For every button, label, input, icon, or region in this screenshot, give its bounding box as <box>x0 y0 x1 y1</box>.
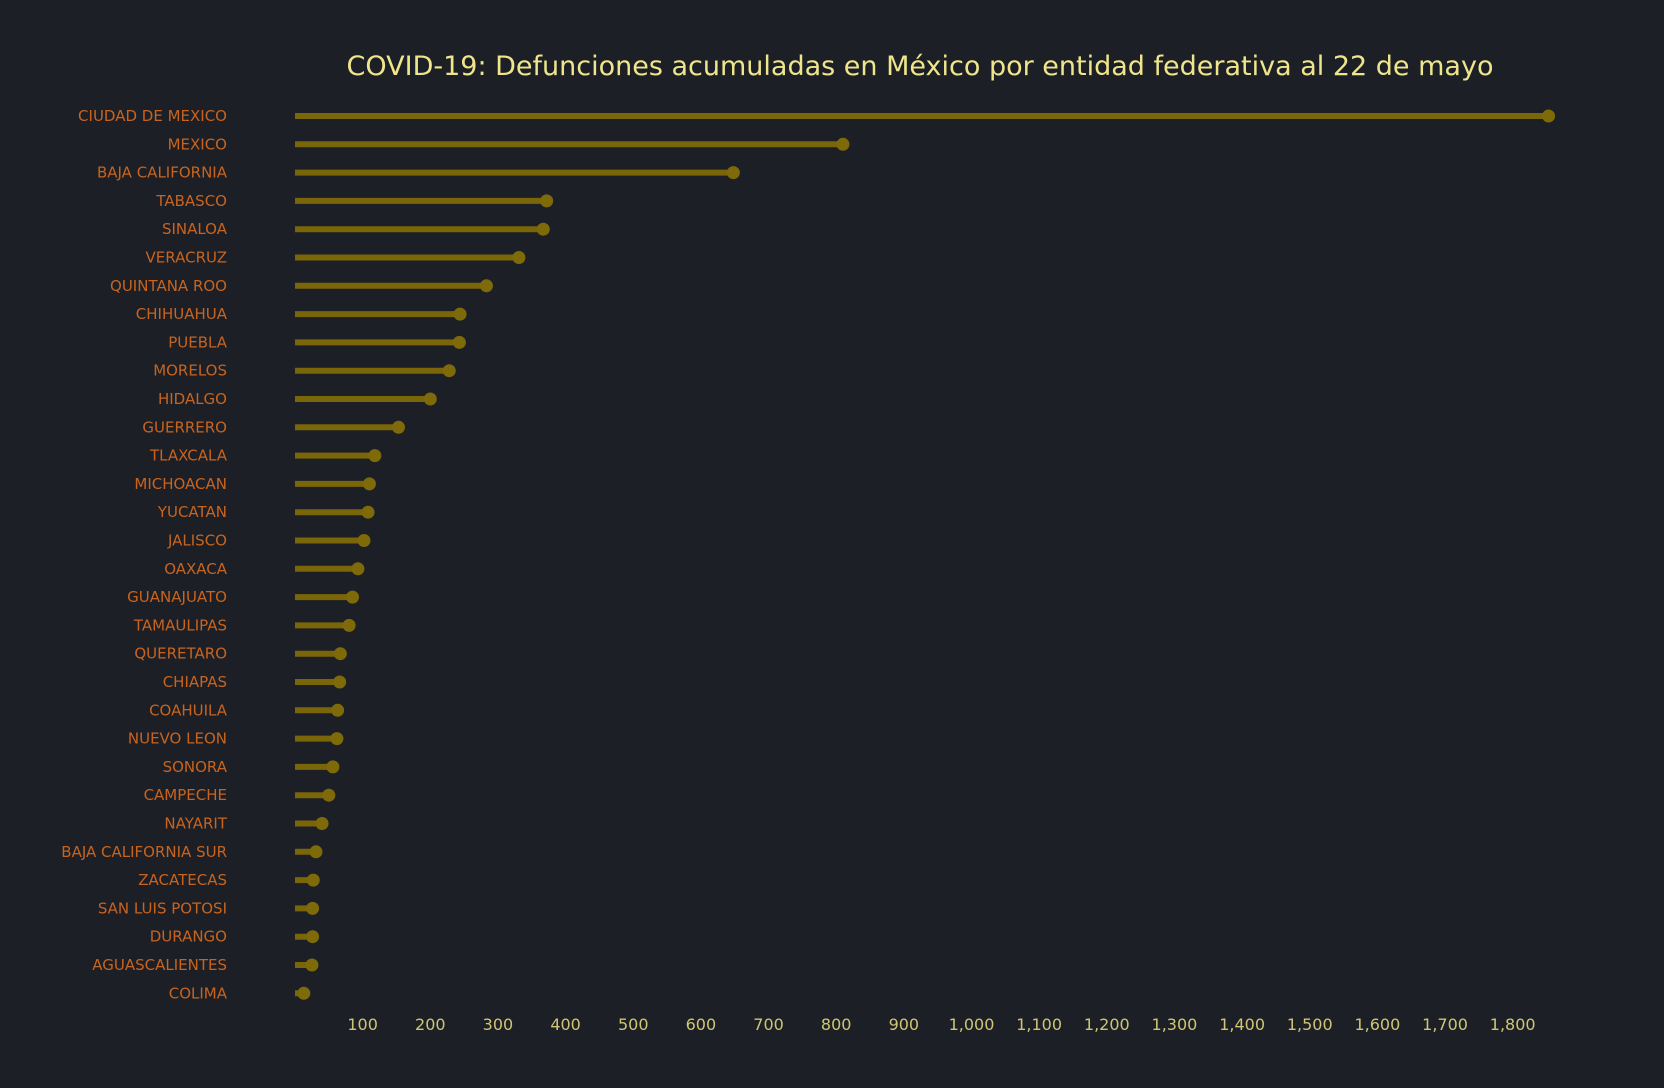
marker-yucatan <box>361 505 375 519</box>
x-tick-label: 400 <box>550 1015 581 1034</box>
category-label: NAYARIT <box>164 815 227 833</box>
category-label: COAHUILA <box>149 701 228 719</box>
marker-campeche <box>322 788 336 802</box>
category-label: SAN LUIS POTOSI <box>98 899 227 917</box>
x-tick-label: 600 <box>686 1015 717 1034</box>
category-label: YUCATAN <box>157 503 227 521</box>
category-label: OAXACA <box>164 560 228 578</box>
category-label: TLAXCALA <box>149 447 228 465</box>
lollipop-markers <box>297 109 1556 1000</box>
x-tick-label: 1,500 <box>1287 1015 1333 1034</box>
x-tick-label: 1,800 <box>1490 1015 1536 1034</box>
category-label: DURANGO <box>150 928 227 946</box>
category-label: BAJA CALIFORNIA <box>97 164 228 182</box>
marker-queretaro <box>333 647 347 661</box>
category-label: CAMPECHE <box>144 786 227 804</box>
x-tick-label: 1,200 <box>1084 1015 1130 1034</box>
category-label: QUERETARO <box>134 645 227 663</box>
category-label: MORELOS <box>153 362 227 380</box>
marker-san-luis-potosi <box>306 901 320 915</box>
category-label: MICHOACAN <box>134 475 227 493</box>
marker-baja-california <box>726 166 740 180</box>
marker-morelos <box>442 364 456 378</box>
marker-baja-california-sur <box>309 845 323 859</box>
category-label: CIUDAD DE MEXICO <box>78 107 227 125</box>
category-label: SINALOA <box>162 220 228 238</box>
marker-veracruz <box>512 251 526 264</box>
marker-coahuila <box>331 703 345 717</box>
category-label: MEXICO <box>168 135 227 153</box>
x-tick-label: 1,600 <box>1354 1015 1400 1034</box>
x-axis-tick-labels: 100 200 300 400 500 600 700 800 900 1,000 1,100 1,2… <box>347 1015 1535 1034</box>
marker-jalisco <box>357 534 371 547</box>
category-label: COLIMA <box>169 984 228 1002</box>
marker-tamaulipas <box>342 618 356 632</box>
marker-oaxaca <box>351 562 365 576</box>
lollipop-stems <box>295 113 1549 997</box>
x-tick-label: 300 <box>483 1015 514 1034</box>
x-tick-label: 500 <box>618 1015 649 1034</box>
x-tick-label: 1,100 <box>1016 1015 1062 1034</box>
category-label: NUEVO LEON <box>128 730 227 748</box>
marker-colima <box>297 986 311 1000</box>
x-tick-label: 1,000 <box>949 1015 995 1034</box>
marker-guerrero <box>392 420 406 434</box>
marker-sinaloa <box>536 222 550 236</box>
category-label: PUEBLA <box>168 333 227 351</box>
marker-zacatecas <box>306 873 320 887</box>
marker-quintana-roo <box>479 279 493 293</box>
marker-chiapas <box>333 675 347 689</box>
x-tick-label: 1,300 <box>1152 1015 1198 1034</box>
x-tick-label: 200 <box>415 1015 446 1034</box>
marker-ciudad-de-mexico <box>1542 109 1556 123</box>
category-label: BAJA CALIFORNIA SUR <box>61 843 227 861</box>
category-label: TABASCO <box>155 192 227 210</box>
marker-puebla <box>452 335 466 349</box>
marker-tabasco <box>540 194 554 208</box>
marker-sonora <box>326 760 340 774</box>
category-label: JALISCO <box>167 532 227 550</box>
category-label: SONORA <box>163 758 228 776</box>
x-tick-label: 1,700 <box>1422 1015 1468 1034</box>
category-label: VERACRUZ <box>146 249 227 267</box>
category-label: GUANAJUATO <box>127 588 227 606</box>
marker-nayarit <box>315 817 329 830</box>
x-tick-label: 800 <box>821 1015 852 1034</box>
marker-guanajuato <box>346 590 360 604</box>
chart-title: COVID-19: Defunciones acumuladas en Méxi… <box>347 51 1494 82</box>
marker-mexico <box>836 137 850 151</box>
category-label: CHIAPAS <box>163 673 227 691</box>
x-tick-label: 1,400 <box>1219 1015 1265 1034</box>
category-label: CHIHUAHUA <box>136 305 228 323</box>
category-label: HIDALGO <box>158 390 227 408</box>
marker-nuevo-leon <box>330 732 344 746</box>
x-tick-label: 700 <box>753 1015 784 1034</box>
marker-hidalgo <box>423 392 437 406</box>
category-label: TAMAULIPAS <box>133 616 227 634</box>
x-tick-label: 100 <box>347 1015 378 1034</box>
marker-tlaxcala <box>368 449 382 463</box>
x-tick-label: 900 <box>889 1015 920 1034</box>
category-labels: CIUDAD DE MEXICO MEXICO BAJA CALIFORNIA TAB… <box>61 107 228 1002</box>
marker-chihuahua <box>453 307 467 321</box>
category-label: AGUASCALIENTES <box>92 956 227 974</box>
marker-durango <box>306 930 320 944</box>
category-label: QUINTANA ROO <box>110 277 227 295</box>
category-label: ZACATECAS <box>138 871 227 889</box>
category-label: GUERRERO <box>142 418 227 436</box>
marker-aguascalientes <box>305 958 319 972</box>
marker-michoacan <box>362 477 376 491</box>
